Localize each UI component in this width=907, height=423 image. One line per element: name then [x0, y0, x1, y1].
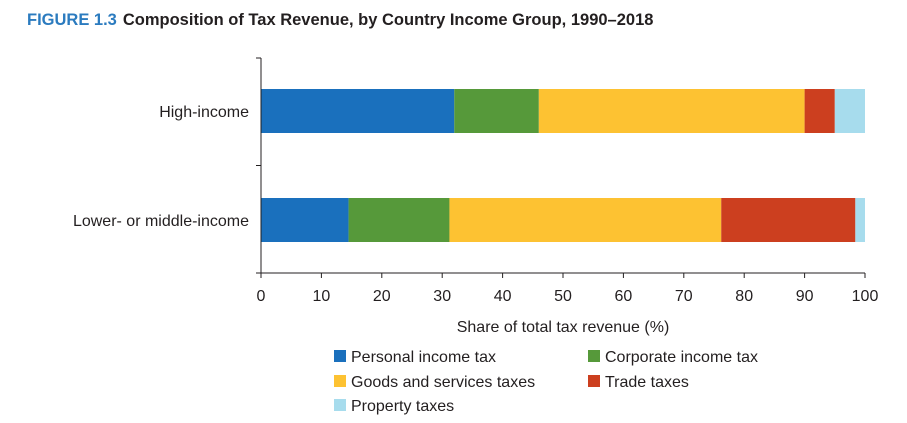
legend-label-property-taxes: Property taxes [351, 398, 454, 415]
bar-1-personal-income-tax [261, 89, 455, 133]
bar-1-corporate-income-tax [454, 89, 539, 133]
x-tick-label: 50 [554, 288, 572, 305]
x-tick-label: 10 [313, 288, 331, 305]
legend-swatch-property-taxes [334, 399, 346, 411]
x-axis-title: Share of total tax revenue (%) [457, 319, 670, 336]
x-tick-label: 20 [373, 288, 391, 305]
bar-1-property-taxes [834, 89, 865, 133]
x-tick-label: 30 [433, 288, 451, 305]
legend-swatch-goods-and-services-taxes [334, 375, 346, 387]
x-tick-label: 40 [494, 288, 512, 305]
bar-1-trade-taxes [804, 89, 835, 133]
legend-swatch-trade-taxes [588, 375, 600, 387]
bar-2-corporate-income-tax [348, 198, 450, 242]
legend-label-trade-taxes: Trade taxes [605, 374, 689, 391]
x-tick-label: 100 [852, 288, 879, 305]
legend-label-personal-income-tax: Personal income tax [351, 349, 496, 366]
legend-swatch-personal-income-tax [334, 350, 346, 362]
bar-2-personal-income-tax [261, 198, 349, 242]
bar-2-goods-and-services-taxes [449, 198, 722, 242]
x-tick-label: 70 [675, 288, 693, 305]
category-label: High-income [159, 104, 249, 121]
x-tick-label: 80 [735, 288, 753, 305]
x-tick-label: 90 [796, 288, 814, 305]
bar-1-goods-and-services-taxes [538, 89, 805, 133]
x-tick-label: 60 [615, 288, 633, 305]
x-tick-label: 0 [257, 288, 266, 305]
legend-swatch-corporate-income-tax [588, 350, 600, 362]
bar-2-property-taxes [855, 198, 865, 242]
figure-title: Composition of Tax Revenue, by Country I… [122, 11, 654, 29]
figure-title-row: FIGURE 1.3 Composition of Tax Revenue, by… [27, 11, 653, 30]
legend-label-corporate-income-tax: Corporate income tax [605, 349, 758, 366]
figure-label: FIGURE 1.3 [27, 11, 117, 29]
legend-label-goods-and-services-taxes: Goods and services taxes [351, 374, 535, 391]
category-label: Lower- or middle-income [73, 213, 249, 230]
bar-2-trade-taxes [721, 198, 856, 242]
